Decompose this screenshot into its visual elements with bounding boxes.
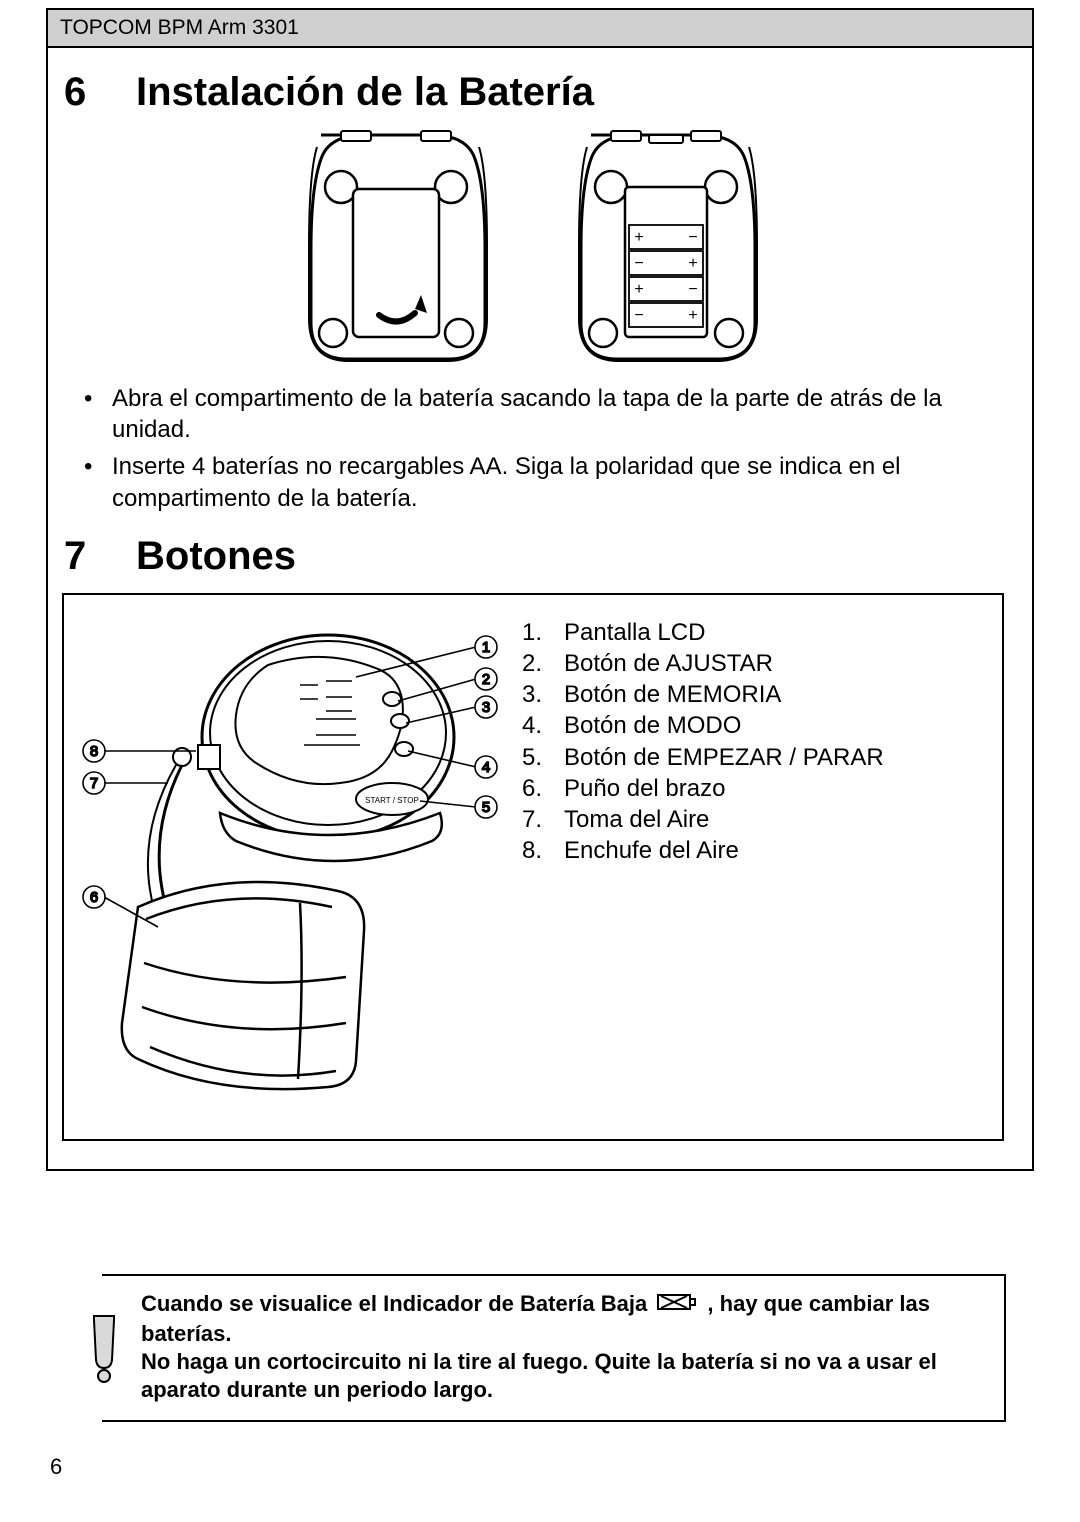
svg-text:−: − [688,229,697,246]
legend-item: 1.Pantalla LCD [522,617,992,648]
svg-text:−: − [688,281,697,298]
device-diagram: START / STOP [68,607,500,1127]
document-header: TOPCOM BPM Arm 3301 [48,10,1032,48]
device-legend-list: 1.Pantalla LCD 2.Botón de AJUSTAR 3.Botó… [504,595,1002,1139]
battery-diagram-row: + − − + + − − + [62,129,1004,365]
low-battery-icon [657,1291,697,1319]
legend-item: 4.Botón de MODO [522,710,992,741]
svg-text:8: 8 [90,743,98,760]
warning-line2: No haga un cortocircuito ni la tire al f… [141,1349,937,1402]
section6-number: 6 [64,70,106,115]
section6-bullets: Abra el compartimento de la batería saca… [84,383,1004,514]
svg-text:2: 2 [482,671,490,688]
svg-text:−: − [634,307,643,324]
legend-item: 6.Puño del brazo [522,773,992,804]
header-title: TOPCOM BPM Arm 3301 [60,16,299,39]
device-diagram-cell: START / STOP [64,595,504,1139]
battery-inserted-diagram: + − − + + − − + [553,129,783,365]
warning-text: Cuando se visualice el Indicador de Bate… [131,1276,1004,1420]
page-number: 6 [50,1454,62,1480]
legend-item: 2.Botón de AJUSTAR [522,648,992,679]
section7-number: 7 [64,534,106,579]
page-frame: TOPCOM BPM Arm 3301 6 Instalación de la … [46,8,1034,1171]
section6-heading: 6 Instalación de la Batería [64,70,1004,115]
section6-title: Instalación de la Batería [136,70,594,115]
svg-text:3: 3 [482,699,490,716]
svg-text:6: 6 [90,889,98,906]
section7-heading: 7 Botones [64,534,1004,579]
svg-text:−: − [634,255,643,272]
bullet-item: Inserte 4 baterías no recargables AA. Si… [84,451,1004,513]
svg-text:+: + [634,281,643,298]
bullet-item: Abra el compartimento de la batería saca… [84,383,1004,445]
legend-item: 7.Toma del Aire [522,804,992,835]
section7-title: Botones [136,534,296,579]
svg-text:4: 4 [482,759,490,776]
legend-item: 3.Botón de MEMORIA [522,679,992,710]
svg-text:5: 5 [482,799,490,816]
legend-item: 5.Botón de EMPEZAR / PARAR [522,742,992,773]
exclamation-icon [77,1276,131,1420]
warning-box: Cuando se visualice el Indicador de Bate… [102,1274,1006,1422]
svg-text:+: + [634,229,643,246]
battery-cover-diagram [283,129,513,365]
svg-text:START / STOP: START / STOP [365,796,419,805]
svg-text:+: + [688,307,697,324]
svg-text:7: 7 [90,775,98,792]
svg-text:+: + [688,255,697,272]
svg-text:1: 1 [482,639,490,656]
warning-line1a: Cuando se visualice el Indicador de Bate… [141,1291,653,1316]
legend-item: 8.Enchufe del Aire [522,835,992,866]
page-content: 6 Instalación de la Batería [48,48,1032,1169]
device-legend-box: START / STOP [62,593,1004,1141]
